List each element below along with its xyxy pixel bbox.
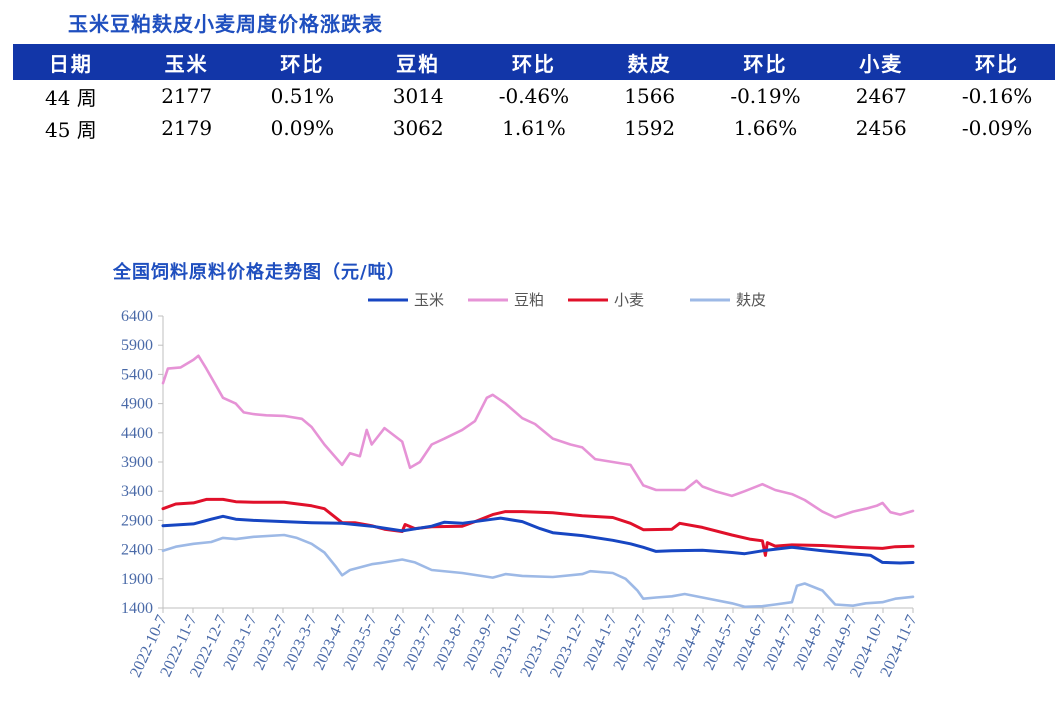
- cell-date: 44 周: [44, 85, 97, 110]
- y-tick-label: 4900: [121, 396, 153, 413]
- y-tick-label: 5400: [121, 366, 153, 383]
- cell-corn-change: 0.09%: [270, 116, 335, 140]
- cell-wheat: 2467: [855, 84, 907, 108]
- cell-bran-change: -0.19%: [730, 84, 801, 108]
- cell-soymeal-change: -0.46%: [498, 84, 570, 108]
- header-corn: 玉米: [128, 44, 245, 80]
- header-corn-change: 环比: [244, 44, 361, 80]
- y-tick-label: 1900: [121, 571, 153, 588]
- y-tick-label: 2400: [121, 542, 153, 559]
- cell-corn: 2179: [161, 116, 213, 140]
- series-line-小麦: [161, 497, 915, 557]
- cell-bran: 1566: [624, 84, 676, 108]
- y-tick-label: 1400: [121, 600, 153, 617]
- table-row: 45 周 2179 0.09% 3062 1.61% 1592 1.66% 24…: [13, 112, 1055, 144]
- table-header-row: 日期 玉米 环比 豆粕 环比 麸皮 环比 小麦 环比: [13, 44, 1055, 80]
- y-tick-label: 6400: [121, 308, 153, 325]
- y-tick-label: 5900: [121, 337, 153, 354]
- series-line-豆粕: [161, 354, 915, 519]
- y-tick-label: 3900: [121, 454, 153, 471]
- legend-label: 小麦: [614, 291, 644, 309]
- y-tick-label: 2900: [121, 512, 153, 529]
- header-date: 日期: [13, 44, 129, 80]
- series-line-玉米: [161, 514, 915, 565]
- cell-wheat: 2456: [855, 116, 907, 140]
- table-title: 玉米豆粕麸皮小麦周度价格涨跌表: [68, 12, 383, 36]
- cell-corn: 2177: [161, 84, 213, 108]
- cell-corn-change: 0.51%: [270, 84, 335, 108]
- header-soymeal-change: 环比: [476, 44, 592, 80]
- header-bran-change: 环比: [707, 44, 824, 80]
- cell-bran: 1592: [624, 116, 676, 140]
- header-wheat: 小麦: [823, 44, 940, 80]
- cell-wheat-change: -0.16%: [961, 84, 1033, 108]
- cell-soymeal-change: 1.61%: [502, 116, 566, 140]
- header-bran: 麸皮: [591, 44, 708, 80]
- chart-title: 全国饲料原料价格走势图（元/吨）: [113, 262, 406, 283]
- cell-soymeal: 3062: [392, 116, 444, 140]
- weekly-price-table: 日期 玉米 环比 豆粕 环比 麸皮 环比 小麦 环比 44 周 2177 0.5…: [13, 44, 1055, 144]
- y-tick-label: 4400: [121, 425, 153, 442]
- legend-label: 麸皮: [736, 291, 766, 309]
- cell-wheat-change: -0.09%: [961, 116, 1033, 140]
- cell-soymeal: 3014: [392, 84, 444, 108]
- header-soymeal: 豆粕: [360, 44, 477, 80]
- cell-bran-change: 1.66%: [733, 116, 798, 140]
- cell-date: 45 周: [44, 117, 97, 142]
- header-wheat-change: 环比: [939, 44, 1055, 80]
- series-line-麸皮: [161, 533, 915, 609]
- legend-label: 豆粕: [514, 291, 544, 309]
- table-row: 44 周 2177 0.51% 3014 -0.46% 1566 -0.19% …: [13, 80, 1055, 112]
- y-tick-label: 3400: [121, 483, 153, 500]
- legend-label: 玉米: [414, 291, 444, 309]
